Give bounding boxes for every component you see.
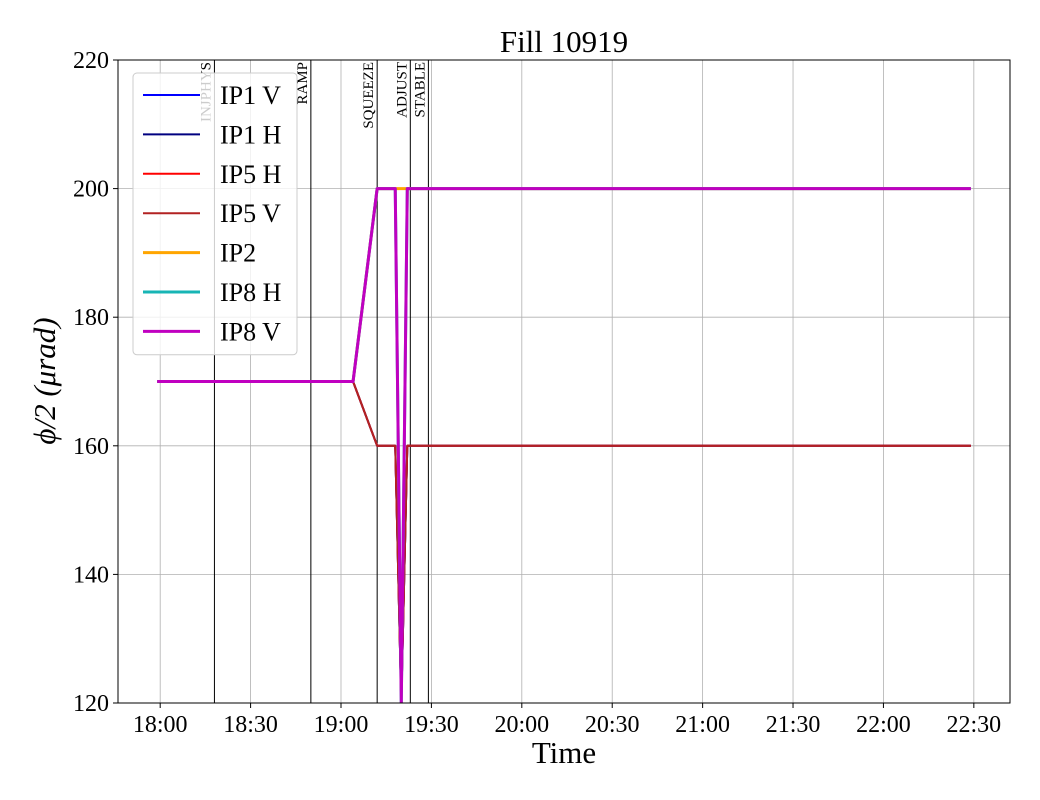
legend-label: IP5 V xyxy=(220,199,281,228)
legend-label: IP1 V xyxy=(220,81,281,110)
series-line xyxy=(157,380,971,703)
mode-label: SQUEEZE xyxy=(361,62,377,129)
series-line xyxy=(157,380,971,703)
legend-label: IP1 H xyxy=(220,120,282,149)
series-line xyxy=(157,187,971,703)
x-tick-label: 22:30 xyxy=(947,712,1002,738)
series-line xyxy=(157,380,971,703)
x-tick-label: 21:30 xyxy=(766,712,821,738)
legend-label: IP8 V xyxy=(220,317,281,346)
legend-box xyxy=(132,72,298,356)
y-axis-label: ϕ/2 (μrad) xyxy=(27,317,62,444)
x-tick-label: 20:30 xyxy=(585,712,640,738)
legend-label: IP5 H xyxy=(220,160,282,189)
x-tick-label: 18:30 xyxy=(223,712,278,738)
mode-label: RAMP xyxy=(295,62,311,105)
y-tick-label: 160 xyxy=(73,434,109,460)
y-tick-label: 180 xyxy=(73,305,109,331)
x-tick-label: 18:00 xyxy=(133,712,188,738)
y-tick-label: 220 xyxy=(73,48,109,74)
legend-label: IP8 H xyxy=(220,278,282,307)
x-tick-label: 22:00 xyxy=(856,712,911,738)
plot-frame xyxy=(117,59,1011,704)
mode-label: STABLE xyxy=(412,62,428,117)
x-tick-label: 21:00 xyxy=(675,712,730,738)
x-tick-label: 20:00 xyxy=(494,712,549,738)
y-tick-label: 120 xyxy=(73,691,109,717)
mode-label: ADJUST xyxy=(394,62,410,118)
series-line xyxy=(157,380,971,703)
x-tick-label: 19:30 xyxy=(404,712,459,738)
y-tick-label: 140 xyxy=(73,562,109,588)
y-tick-label: 200 xyxy=(73,177,109,203)
x-tick-label: 19:00 xyxy=(314,712,369,738)
chart-title: Fill 10919 xyxy=(500,24,628,59)
legend-label: IP2 xyxy=(220,239,256,268)
x-axis-label: Time xyxy=(532,735,596,770)
